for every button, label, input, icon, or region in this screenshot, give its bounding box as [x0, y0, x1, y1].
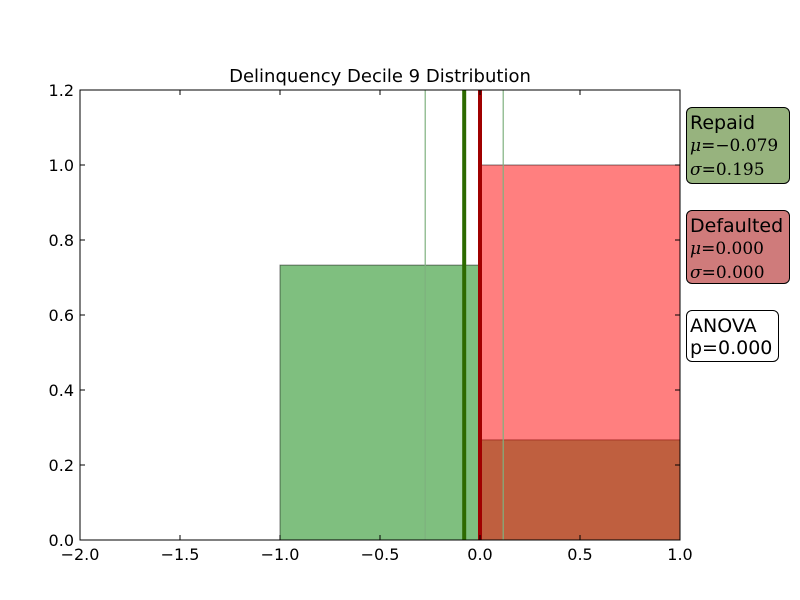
- anova-label: ANOVA: [690, 315, 757, 337]
- legend-defaulted-mean: μ=0.000: [690, 239, 764, 259]
- y-tick-label: 0.4: [49, 381, 74, 400]
- x-tick-label: −2.0: [61, 545, 100, 564]
- x-tick-label: 1.0: [667, 545, 692, 564]
- legend-repaid-label: Repaid: [690, 112, 756, 134]
- anova-box: ANOVA p=0.000: [686, 310, 779, 362]
- mean-std-lines: [424, 90, 504, 540]
- legend-repaid-mean: μ=−0.079: [690, 136, 779, 156]
- legend-defaulted-std: σ=0.000: [690, 263, 765, 283]
- y-tick-label: 0.0: [49, 531, 74, 550]
- x-tick-label: −1.0: [261, 545, 300, 564]
- legend-repaid-std: σ=0.195: [690, 160, 765, 180]
- x-tick-label: 0.0: [467, 545, 492, 564]
- legend-defaulted-label: Defaulted: [690, 215, 784, 237]
- legend-box-repaid: Repaid μ=−0.079 σ=0.195: [686, 107, 790, 184]
- y-tick-label: 0.6: [49, 306, 74, 325]
- y-tick-label: 1.0: [49, 156, 74, 175]
- bars-layer: [279, 164, 681, 541]
- y-tick-label: 1.2: [49, 81, 74, 100]
- anova-p-value: p=0.000: [690, 337, 773, 359]
- x-tick-label: −0.5: [361, 545, 400, 564]
- y-tick-label: 0.2: [49, 456, 74, 475]
- bar-defaulted-0: [479, 164, 681, 541]
- x-tick-label: 0.5: [567, 545, 592, 564]
- axes: −2.0 −1.5 −1.0 −0.5 0.0 0.5 1.0 0.0 0.2 0.4 0.6 0.8…: [49, 81, 693, 564]
- bar-repaid-0: [279, 264, 481, 541]
- legend-box-defaulted: Defaulted μ=0.000 σ=0.000: [686, 210, 790, 284]
- x-tick-label: −1.5: [161, 545, 200, 564]
- y-tick-label: 0.8: [49, 231, 74, 250]
- chart-title: Delinquency Decile 9 Distribution: [229, 66, 531, 87]
